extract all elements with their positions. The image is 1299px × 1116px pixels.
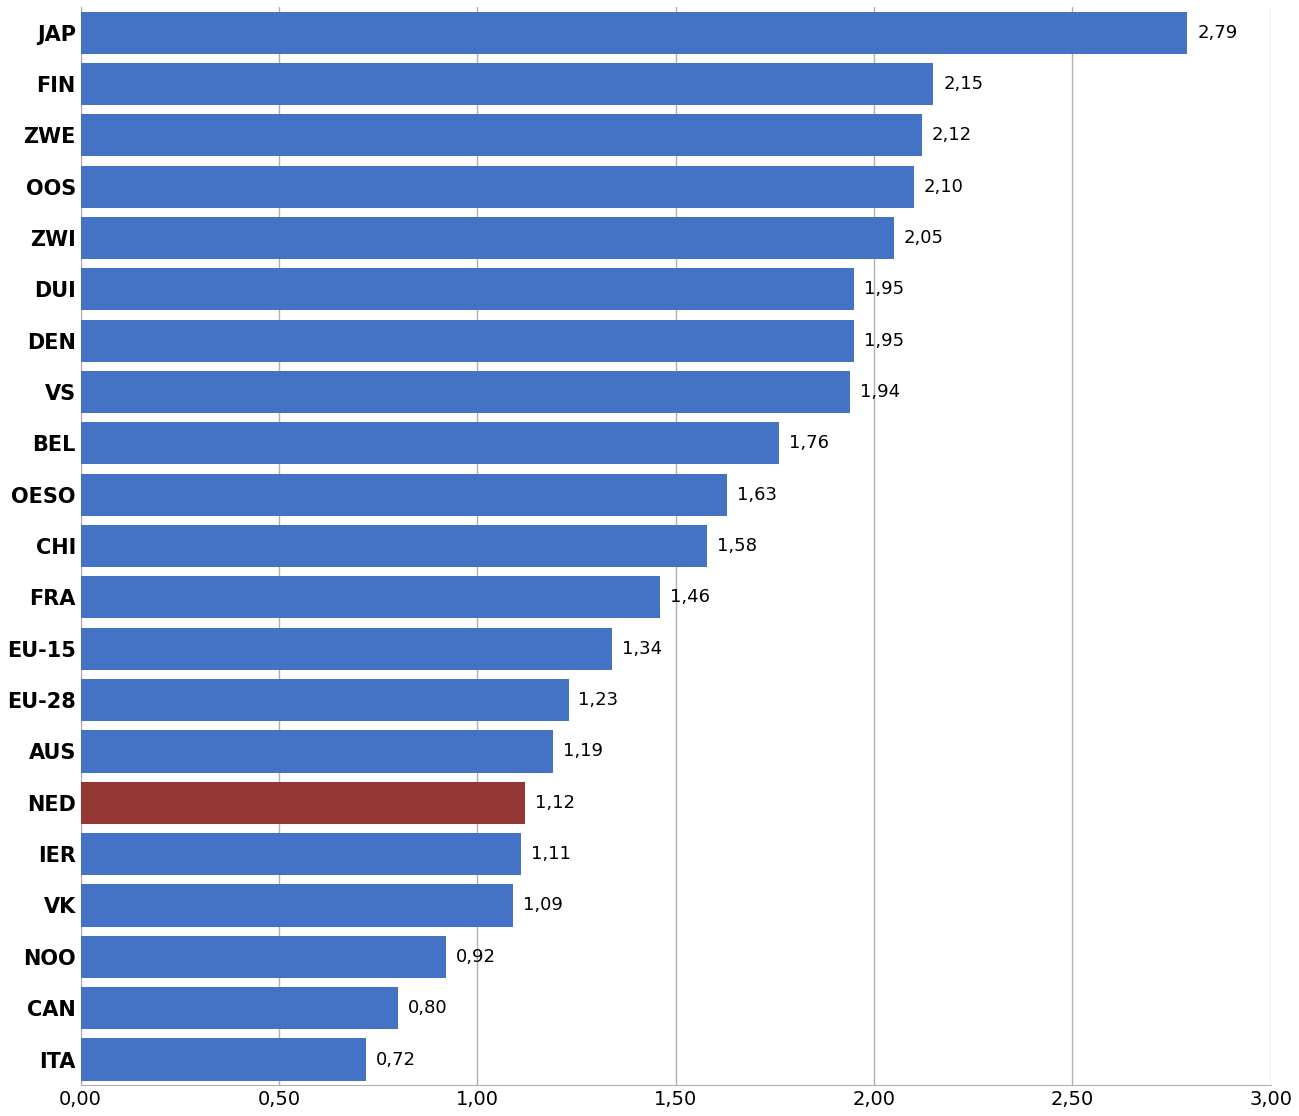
Text: 0,92: 0,92	[456, 947, 495, 965]
Text: 1,19: 1,19	[562, 742, 603, 760]
Text: 1,46: 1,46	[670, 588, 709, 606]
Bar	[81, 473, 727, 516]
Bar	[81, 988, 397, 1029]
Text: 1,12: 1,12	[535, 793, 575, 811]
Bar	[81, 319, 855, 362]
Text: 0,72: 0,72	[377, 1050, 416, 1068]
Text: 2,79: 2,79	[1198, 23, 1238, 41]
Bar	[81, 371, 850, 413]
Bar	[81, 62, 934, 105]
Bar	[81, 525, 708, 567]
Text: 1,95: 1,95	[864, 331, 904, 349]
Bar	[81, 576, 660, 618]
Text: 1,09: 1,09	[523, 896, 562, 914]
Bar	[81, 679, 569, 721]
Text: 1,94: 1,94	[860, 383, 900, 401]
Text: 1,11: 1,11	[531, 845, 570, 863]
Text: 2,05: 2,05	[904, 229, 943, 247]
Text: 1,95: 1,95	[864, 280, 904, 298]
Text: 1,63: 1,63	[737, 485, 777, 503]
Text: 0,80: 0,80	[408, 999, 448, 1017]
Bar	[81, 1039, 366, 1080]
Text: 1,58: 1,58	[717, 537, 757, 555]
Bar	[81, 165, 913, 208]
Text: 2,12: 2,12	[931, 126, 972, 144]
Text: 2,10: 2,10	[924, 177, 964, 195]
Bar	[81, 114, 921, 156]
Bar	[81, 833, 521, 875]
Bar	[81, 422, 778, 464]
Bar	[81, 268, 855, 310]
Text: 2,15: 2,15	[943, 75, 983, 93]
Bar	[81, 627, 612, 670]
Bar	[81, 730, 552, 772]
Text: 1,23: 1,23	[578, 691, 618, 709]
Text: 1,76: 1,76	[788, 434, 829, 452]
Bar	[81, 885, 513, 926]
Bar	[81, 936, 446, 978]
Text: 1,34: 1,34	[622, 639, 662, 657]
Bar	[81, 781, 525, 824]
Bar	[81, 217, 894, 259]
Bar	[81, 11, 1187, 54]
